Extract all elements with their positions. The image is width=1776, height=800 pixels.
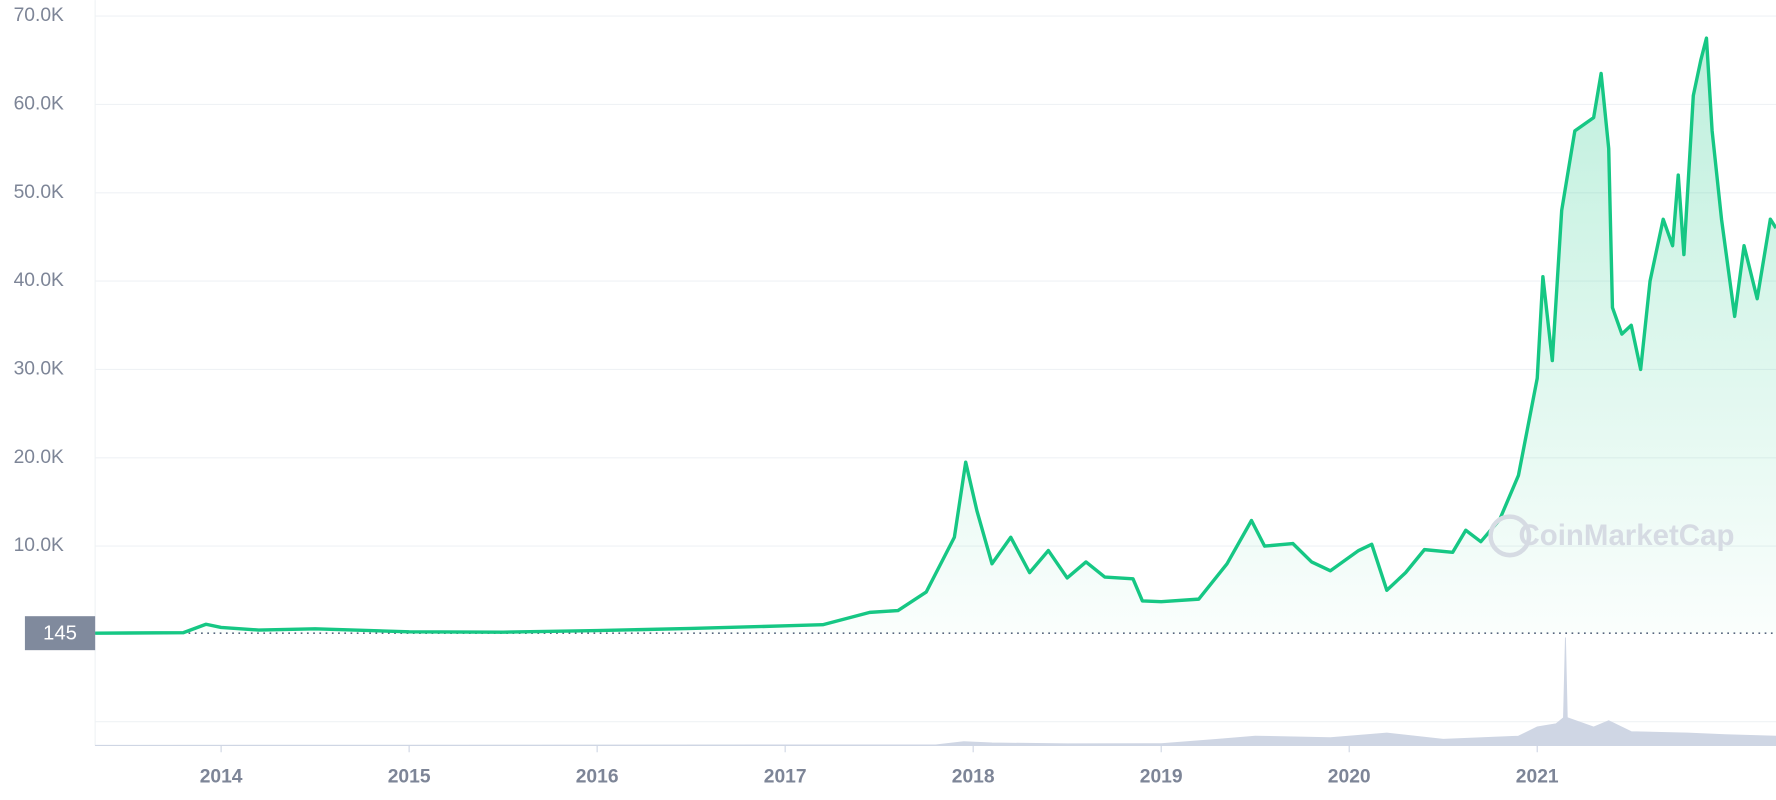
y-tick-label: 30.0K (14, 359, 64, 380)
price-area (95, 38, 1776, 634)
plot (94, 0, 1776, 753)
x-tick-label: 2014 (200, 766, 243, 787)
y-tick-label: 50.0K (14, 182, 64, 203)
x-tick-label: 2015 (388, 766, 431, 787)
x-tick-label: 2017 (764, 766, 807, 787)
volume-area (95, 637, 1776, 746)
y-tick-label: 20.0K (14, 447, 64, 468)
x-tick-label: 2019 (1140, 766, 1183, 787)
y-tick-label: 70.0K (14, 5, 64, 26)
watermark-logo (1488, 514, 1532, 558)
x-tick-label: 2020 (1328, 766, 1371, 787)
y-tick-label: 60.0K (14, 93, 64, 114)
x-tick-label: 2016 (576, 766, 619, 787)
price-line (95, 36, 1776, 635)
watermark: CoinMarketCap (1519, 519, 1735, 552)
y-tick-label: 10.0K (14, 535, 64, 556)
x-tick-label: 2018 (952, 766, 995, 787)
baseline-label: 145 (43, 623, 77, 645)
baseline-badge (24, 616, 96, 651)
y-tick-label: 40.0K (14, 270, 64, 291)
x-tick-label: 2021 (1516, 766, 1559, 787)
